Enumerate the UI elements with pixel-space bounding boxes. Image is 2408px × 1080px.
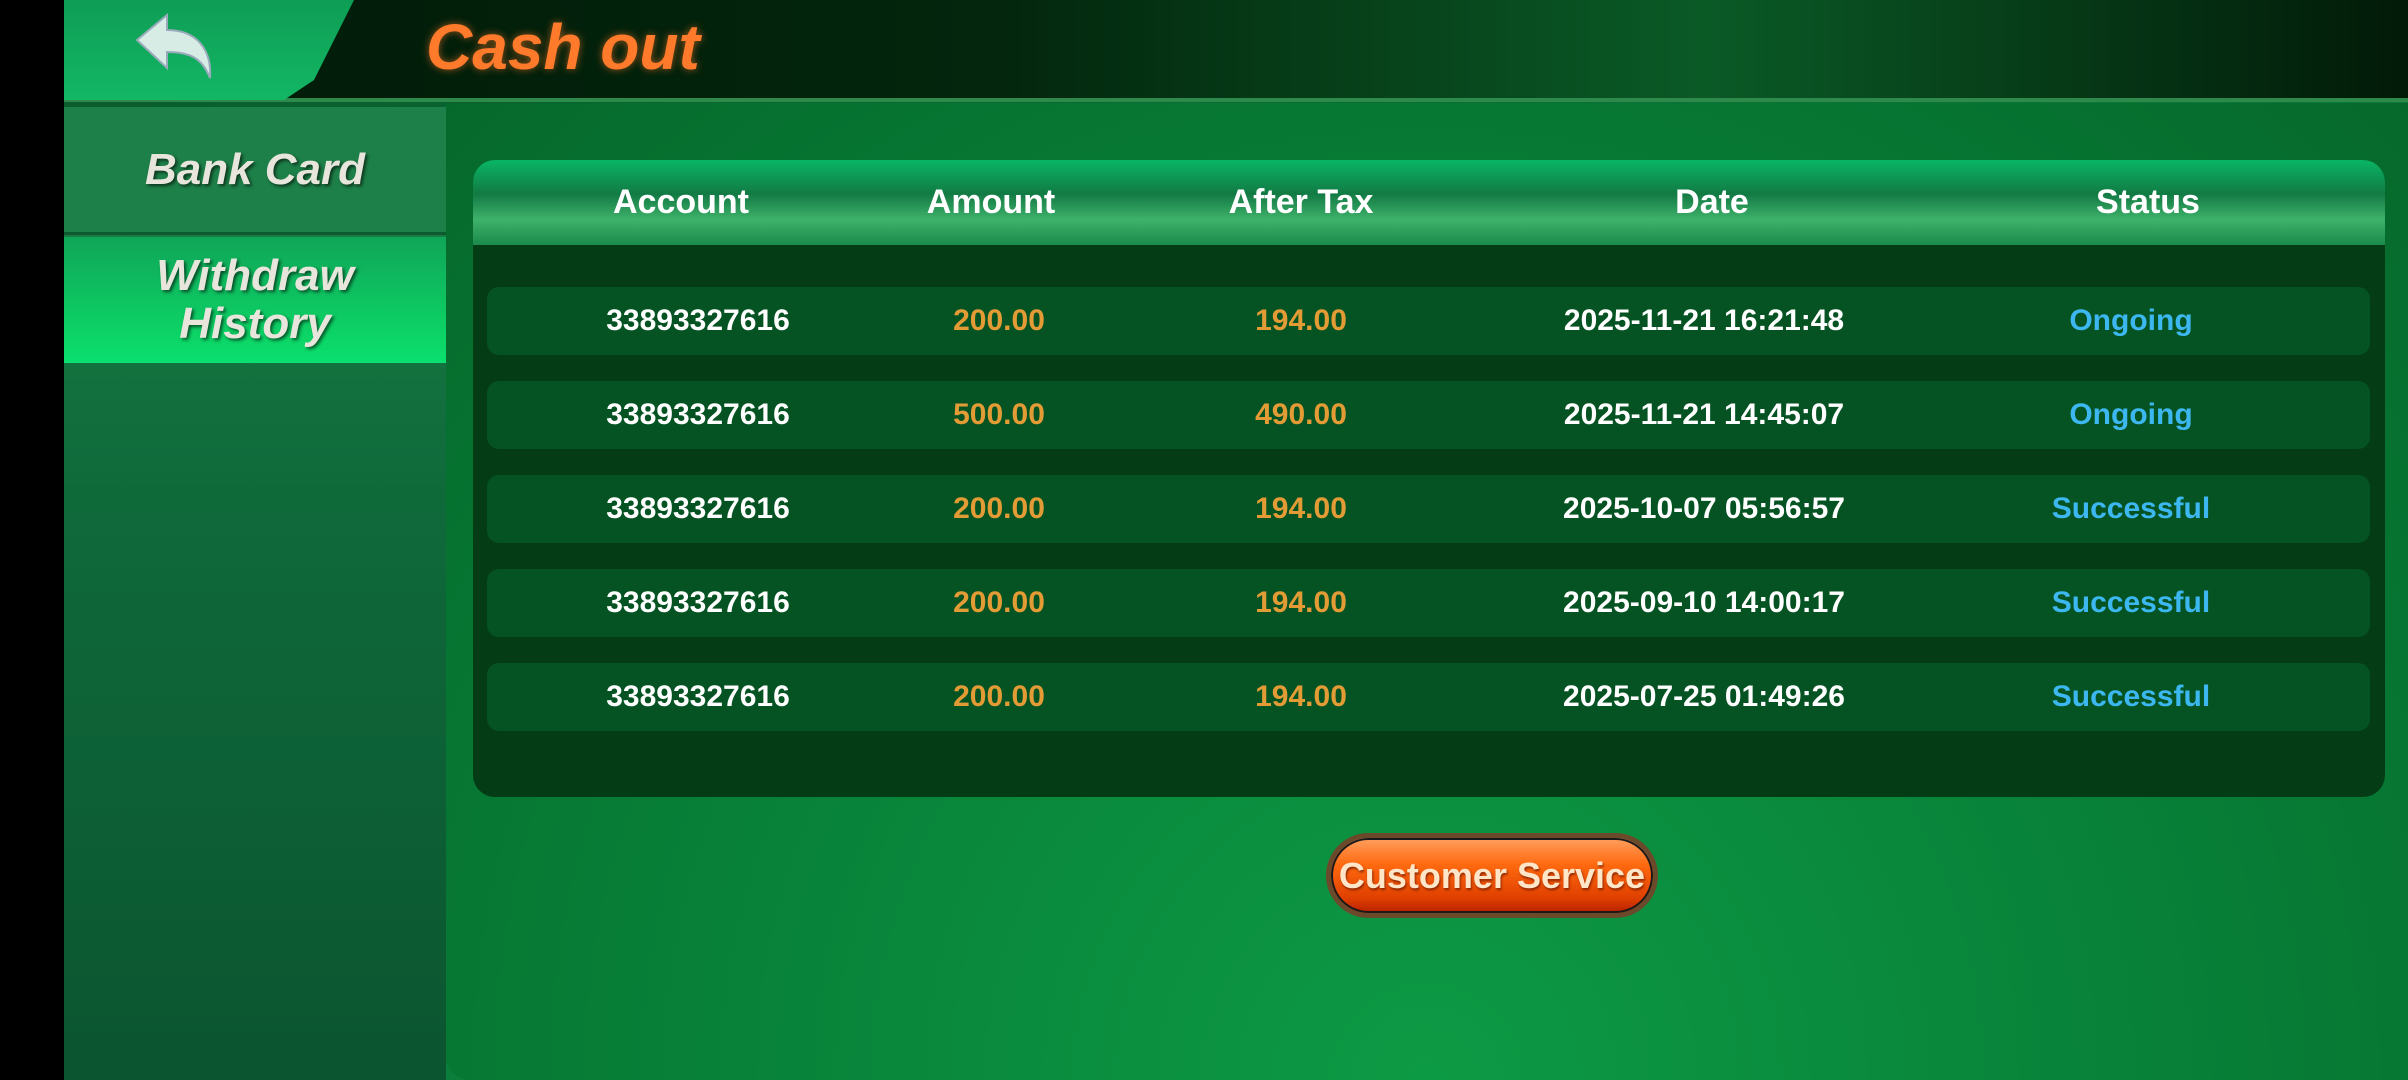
table-row: 33893327616 200.00 194.00 2025-07-25 01:49:… — [487, 663, 2370, 731]
cell-status: Successful — [2051, 492, 2211, 525]
cell-account: 33893327616 — [606, 492, 790, 525]
withdraw-history-table: Account Amount After Tax Date Status 338… — [473, 160, 2385, 797]
cell-date: 2025-10-07 05:56:57 — [1563, 492, 1845, 525]
cell-account: 33893327616 — [606, 680, 790, 713]
cell-after-tax: 194.00 — [1255, 680, 1347, 713]
cell-status: Successful — [2051, 680, 2211, 713]
table-row: 33893327616 500.00 490.00 2025-11-21 14:45:… — [487, 381, 2370, 449]
sidebar: Bank Card Withdraw History — [64, 107, 446, 1080]
cell-after-tax: 490.00 — [1255, 398, 1347, 431]
cell-amount: 200.00 — [953, 586, 1045, 619]
app: Cash out Bank Card Withdraw History Acco… — [64, 0, 2408, 1080]
column-header-after-tax: After Tax — [1228, 183, 1374, 221]
cell-date: 2025-07-25 01:49:26 — [1563, 680, 1845, 713]
sidebar-item-bank-card[interactable]: Bank Card — [64, 107, 446, 235]
customer-service-button[interactable]: Customer Service — [1326, 833, 1658, 918]
main-panel: Account Amount After Tax Date Status 338… — [446, 103, 2408, 1080]
cell-status: Ongoing — [2069, 398, 2193, 431]
cell-after-tax: 194.00 — [1255, 304, 1347, 337]
table-row: 33893327616 200.00 194.00 2025-10-07 05:56:… — [487, 475, 2370, 543]
header: Cash out — [64, 0, 2408, 102]
sidebar-item-withdraw-history[interactable]: Withdraw History — [64, 237, 446, 363]
column-header-amount: Amount — [926, 183, 1056, 221]
cell-status: Ongoing — [2069, 304, 2193, 337]
table-row: 33893327616 200.00 194.00 2025-09-10 14:00:… — [487, 569, 2370, 637]
back-button[interactable] — [64, 0, 354, 100]
cell-amount: 200.00 — [953, 304, 1045, 337]
cell-amount: 200.00 — [953, 680, 1045, 713]
page-title: Cash out — [426, 11, 700, 83]
cell-account: 33893327616 — [606, 586, 790, 619]
back-arrow-icon — [135, 12, 212, 79]
cell-amount: 200.00 — [953, 492, 1045, 525]
cell-status: Successful — [2051, 586, 2211, 619]
cell-amount: 500.00 — [953, 398, 1045, 431]
table-header: Account Amount After Tax Date Status — [473, 160, 2385, 245]
cell-after-tax: 194.00 — [1255, 586, 1347, 619]
cell-date: 2025-11-21 16:21:48 — [1563, 304, 1845, 337]
cell-after-tax: 194.00 — [1255, 492, 1347, 525]
cell-date: 2025-11-21 14:45:07 — [1563, 398, 1845, 431]
table-row: 33893327616 200.00 194.00 2025-11-21 16:21:… — [487, 287, 2370, 355]
column-header-account: Account — [613, 183, 749, 221]
cell-date: 2025-09-10 14:00:17 — [1563, 586, 1845, 619]
column-header-status: Status — [2096, 183, 2200, 221]
column-header-date: Date — [1675, 183, 1749, 221]
cell-account: 33893327616 — [606, 304, 790, 337]
sidebar-item-label: Withdraw History — [156, 251, 354, 348]
cell-account: 33893327616 — [606, 398, 790, 431]
